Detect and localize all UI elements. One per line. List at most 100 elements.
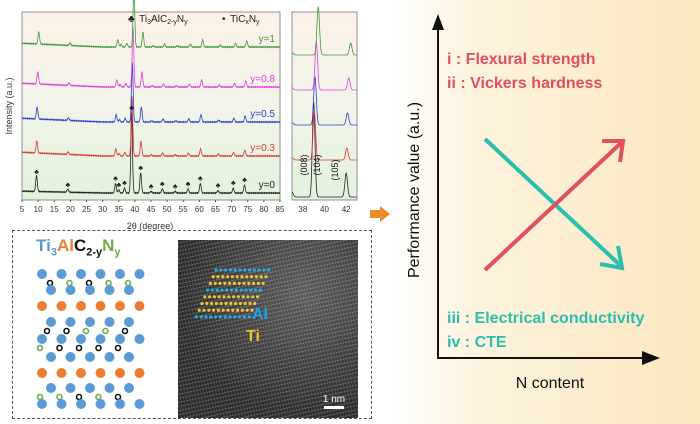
lattice-dot — [264, 275, 268, 279]
atom — [115, 399, 125, 409]
lattice-dot — [248, 268, 252, 272]
lattice-dot — [215, 288, 219, 292]
atom — [95, 301, 106, 311]
x-tick-label: 10 — [34, 205, 43, 214]
lattice-dot — [254, 275, 258, 279]
series-label: y=1 — [259, 34, 276, 45]
lattice-dot — [248, 301, 252, 306]
inset-trace-y=0.5 — [291, 76, 357, 126]
atom-small — [85, 279, 93, 287]
series-label: y=0 — [259, 180, 276, 191]
lattice-dot — [252, 268, 256, 272]
lattice-dot — [259, 275, 263, 279]
lattice-dot — [257, 268, 261, 272]
clubs-marker-icon: ♣ — [138, 165, 143, 172]
atom-small — [114, 393, 122, 401]
series-label: y=0.8 — [250, 74, 275, 85]
clubs-marker-icon: ♣ — [231, 180, 236, 187]
atom — [104, 352, 115, 362]
xrd-chart: ♣♣♣♣ ♣♣♣♣ ♣ ♣ ♣♣♣ ♣ ♣ 5 10 15 20 25 30 35 40 45 50 55 60 6… — [4, 0, 358, 231]
atom — [76, 269, 86, 279]
clubs-marker-icon: ♣ — [160, 181, 165, 188]
lattice-dot — [241, 295, 245, 299]
lattice-dot — [236, 295, 240, 299]
lattice-dot — [221, 275, 225, 279]
clubs-marker-icon: ♣ — [216, 183, 221, 190]
inset-x-tick-label: 38 — [298, 205, 307, 214]
lattice-dot — [199, 315, 203, 319]
lattice-dot — [254, 288, 258, 292]
lattice-dot — [224, 268, 228, 272]
clubs-marker-icon: ♣ — [65, 182, 70, 189]
atom — [76, 301, 86, 311]
lattice-dot — [237, 281, 241, 285]
series-label: y=0.5 — [250, 109, 275, 120]
lattice-dot — [238, 301, 242, 306]
lattice-dot — [252, 281, 256, 285]
x-tick-label: 5 — [20, 205, 25, 214]
lattice-dot — [214, 301, 218, 306]
atom — [85, 352, 95, 362]
lattice-dot — [223, 315, 227, 319]
atom — [85, 285, 95, 295]
clubs-marker-icon: ♣ — [129, 105, 134, 112]
xrd-trace-y=0.8 — [21, 26, 281, 89]
property-electrical-conductivity: iii : Electrical conductivity — [447, 310, 644, 327]
atom — [95, 399, 106, 409]
inset-trace-y=0.8 — [291, 41, 357, 91]
atom — [56, 368, 67, 378]
lattice-dot — [219, 301, 223, 306]
atom — [134, 368, 145, 378]
lattice-dot — [256, 281, 260, 285]
lattice-dot — [245, 275, 249, 279]
atom-small — [95, 393, 102, 401]
lattice-dot — [256, 295, 260, 299]
clubs-marker-icon: ♣ — [128, 14, 135, 25]
atom-small — [102, 327, 109, 335]
lattice-dot — [228, 315, 232, 319]
hkl-label: (104) — [312, 154, 322, 175]
orange-arrow-icon — [370, 206, 390, 222]
lattice-dot — [210, 288, 214, 292]
lattice-dot — [214, 315, 218, 319]
lattice-dot — [208, 281, 212, 285]
lattice-dot — [229, 301, 233, 306]
atom — [37, 399, 47, 409]
lattice-dot — [247, 281, 251, 285]
lattice-dot — [235, 275, 239, 279]
lattice-dot — [243, 301, 247, 306]
lattice-dot — [253, 301, 257, 306]
atom-small — [105, 279, 112, 287]
lattice-dot — [246, 295, 250, 299]
xrd-trace-y=1 — [21, 0, 281, 49]
x-tick-label: 50 — [163, 205, 172, 214]
atom — [124, 317, 134, 327]
svg-text:• TiCxNy: • TiCxNy — [222, 14, 260, 26]
atom — [104, 317, 115, 327]
crystal-structure-diagram — [36, 269, 145, 409]
dot-marker-icon: • — [222, 14, 226, 25]
lattice-dot — [212, 308, 216, 312]
lattice-dot — [203, 295, 207, 299]
lattice-dot — [222, 295, 226, 299]
lattice-dot — [231, 308, 235, 312]
lattice-dot — [223, 281, 227, 285]
lattice-dot — [220, 288, 224, 292]
increasing-arrowhead-icon — [602, 139, 626, 163]
atom — [46, 352, 56, 362]
lattice-dot — [230, 275, 234, 279]
lattice-dot — [233, 268, 237, 272]
lattice-dot — [219, 268, 223, 272]
atom — [56, 301, 67, 311]
xrd-inset-plot-area — [291, 11, 358, 201]
lattice-dot — [224, 301, 228, 306]
decreasing-arrowhead-icon — [599, 245, 625, 271]
atom — [46, 383, 56, 393]
atom — [76, 334, 86, 344]
clubs-marker-icon: ♣ — [113, 175, 118, 182]
lattice-dot — [267, 268, 271, 272]
lattice-dot — [227, 295, 231, 299]
lattice-dot — [249, 288, 253, 292]
atom-small — [75, 393, 83, 401]
atom — [56, 334, 67, 344]
